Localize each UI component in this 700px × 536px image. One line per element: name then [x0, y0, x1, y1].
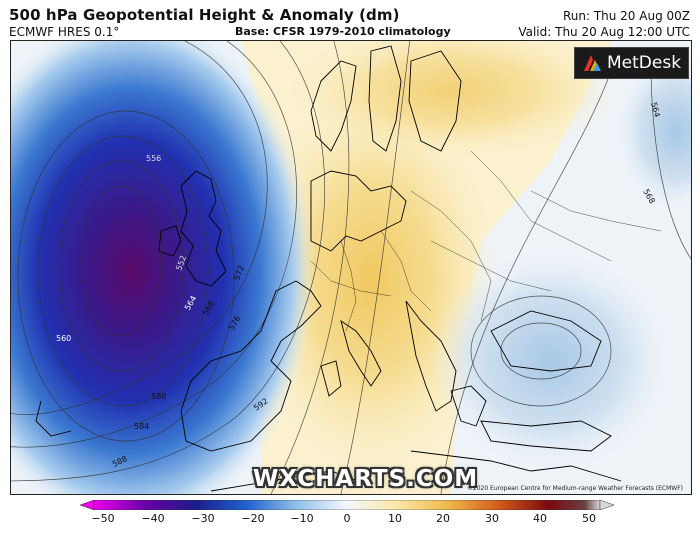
colorbar-tick: 30 — [485, 512, 499, 525]
valid-time: Valid: Thu 20 Aug 12:00 UTC — [518, 25, 690, 39]
map-canvas: 564 568 572 576 580 584 588 592 556 552 … — [11, 41, 691, 494]
colorbar-tick: 40 — [533, 512, 547, 525]
country-borders — [310, 150, 662, 332]
run-time: Run: Thu 20 Aug 00Z — [562, 9, 690, 23]
contour-label: 556 — [146, 154, 161, 163]
metdesk-logo-icon — [584, 55, 601, 71]
header: 500 hPa Geopotential Height & Anomaly (d… — [0, 0, 700, 46]
map-title: 500 hPa Geopotential Height & Anomaly (d… — [9, 6, 400, 24]
coastlines — [35, 45, 622, 492]
colorbar-tick: −10 — [290, 512, 314, 525]
contour-label: 564 — [649, 101, 662, 118]
colorbar-ticks: −50 −40 −30 −20 −10 0 10 20 30 40 50 — [0, 512, 700, 528]
colorbar-tick: −20 — [241, 512, 265, 525]
colorbar-tick: −30 — [191, 512, 215, 525]
colorbar-tick: 20 — [436, 512, 450, 525]
copyright-notice: ©2020 European Centre for Medium-range W… — [466, 485, 683, 492]
colorbar-tick: 0 — [343, 512, 351, 525]
colorbar-tick: 10 — [388, 512, 402, 525]
contour-label: 560 — [56, 334, 71, 343]
colorbar-tick: −40 — [141, 512, 165, 525]
climatology-base: Base: CFSR 1979-2010 climatology — [235, 25, 451, 38]
model-name: ECMWF HRES 0.1° — [9, 25, 120, 39]
height-contours — [11, 41, 691, 494]
contour-label: 584 — [134, 422, 149, 431]
wxcharts-watermark: WXCHARTS.COM — [253, 466, 479, 492]
contour-label: 580 — [151, 392, 166, 401]
colorbar-tick: 50 — [582, 512, 596, 525]
metdesk-brand: MetDesk — [607, 53, 682, 73]
anomaly-map: 564 568 572 576 580 584 588 592 556 552 … — [10, 40, 692, 495]
colorbar-tick: −50 — [91, 512, 115, 525]
colorbar — [80, 500, 614, 510]
metdesk-logo: MetDesk — [574, 47, 689, 79]
